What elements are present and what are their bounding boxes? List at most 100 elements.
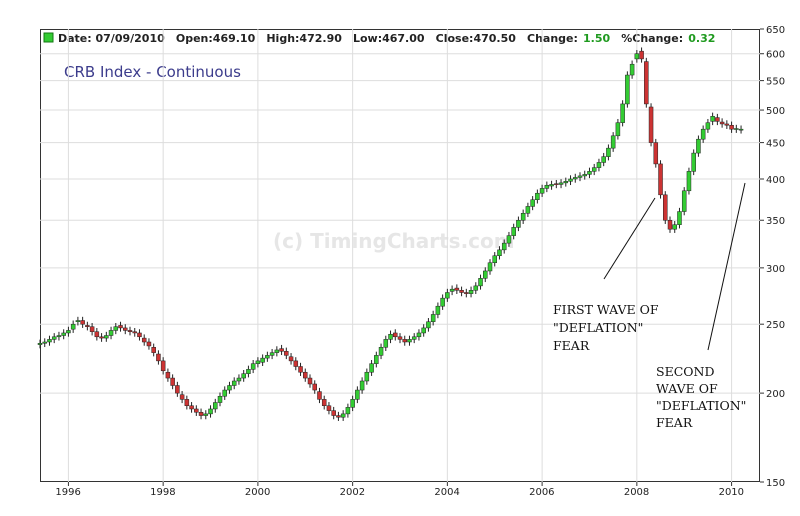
candle-body xyxy=(440,297,445,307)
candle-body xyxy=(284,351,289,356)
candle-body xyxy=(94,331,100,338)
candle-body xyxy=(596,162,602,168)
candle-body xyxy=(677,211,682,225)
candle-body xyxy=(132,331,137,334)
candle-body xyxy=(66,330,71,334)
candle-body xyxy=(639,50,644,60)
candle-body xyxy=(80,320,85,325)
candle-body xyxy=(350,399,355,408)
y-tick-label: 650 xyxy=(766,25,785,36)
header-legend-swatch xyxy=(43,32,54,43)
candle-body xyxy=(208,408,213,415)
candle-body xyxy=(61,332,66,336)
candle-body xyxy=(113,326,119,331)
candle-body xyxy=(108,330,114,336)
candle-body xyxy=(75,320,81,322)
candle-body xyxy=(558,182,564,185)
header-high: High:472.90 xyxy=(266,32,342,45)
candle-body xyxy=(47,339,52,343)
header-close: Close:470.50 xyxy=(436,32,517,45)
y-tick-label: 550 xyxy=(766,77,785,88)
candle-body xyxy=(269,352,275,356)
y-tick-label: 600 xyxy=(766,50,785,61)
candle-body xyxy=(160,360,166,372)
candle-body xyxy=(629,63,635,76)
candle-body xyxy=(610,135,616,149)
x-tick-label: 2006 xyxy=(529,487,554,498)
candle-body xyxy=(288,356,294,362)
candle-body xyxy=(625,74,630,105)
candle-body xyxy=(520,213,526,221)
candle-body xyxy=(265,355,270,359)
candle-body xyxy=(497,249,502,256)
y-tick-label: 200 xyxy=(766,389,785,400)
candle-body xyxy=(364,371,370,382)
candle-body xyxy=(653,142,659,165)
candle-body xyxy=(445,292,450,299)
candle-body xyxy=(620,103,625,123)
candle-body xyxy=(483,270,488,279)
candle-body xyxy=(667,219,673,230)
x-tick-label: 2002 xyxy=(340,487,365,498)
candle-body xyxy=(118,325,123,329)
x-tick-label: 1996 xyxy=(55,487,80,498)
candle-body xyxy=(435,305,441,315)
candle-body xyxy=(326,405,332,411)
annotation-arrow-second xyxy=(707,182,746,351)
candle-body xyxy=(274,349,280,353)
candle-body xyxy=(644,61,649,105)
candle-body xyxy=(715,117,720,122)
candle-body xyxy=(601,156,606,163)
candle-body xyxy=(615,122,621,137)
candle-body xyxy=(141,337,147,343)
candle-body xyxy=(487,262,493,272)
y-tick-label: 400 xyxy=(766,175,785,186)
candle-body xyxy=(393,332,398,338)
candle-body xyxy=(506,235,512,244)
watermark: (c) TimingCharts.com xyxy=(273,229,515,253)
candle-body xyxy=(246,369,251,374)
x-tick-label: 2010 xyxy=(719,487,744,498)
candle-body xyxy=(473,285,479,291)
candle-body xyxy=(554,183,559,185)
annotation-second-wave: SECOND WAVE OF "DEFLATION" FEAR xyxy=(656,364,750,430)
candle-body xyxy=(99,336,104,339)
candle-body xyxy=(165,371,171,379)
candle-body xyxy=(42,341,47,344)
candle-body xyxy=(464,292,469,294)
candle-body xyxy=(724,123,730,126)
annotation-first-wave: FIRST WAVE OF "DEFLATION" FEAR xyxy=(553,302,663,353)
x-tick-label: 2008 xyxy=(624,487,649,498)
candle-body xyxy=(236,377,242,382)
candle-body xyxy=(734,128,739,130)
candle-body xyxy=(56,335,62,338)
candle-body xyxy=(383,339,389,348)
header-low: Low:467.00 xyxy=(353,32,425,45)
candle-layer xyxy=(37,47,744,421)
candle-body xyxy=(312,383,317,391)
candle-body xyxy=(307,377,313,385)
candle-body xyxy=(582,174,587,177)
candle-body xyxy=(279,348,284,352)
candle-body xyxy=(501,242,507,251)
candle-body xyxy=(298,366,303,373)
candle-body xyxy=(454,287,460,291)
x-axis: 1996 1998 2000 2002 2004 2006 2008 2010 xyxy=(55,482,744,498)
candle-body xyxy=(336,415,341,418)
candle-body xyxy=(198,411,204,416)
x-tick-label: 2000 xyxy=(245,487,270,498)
candle-body xyxy=(241,373,246,379)
candle-body xyxy=(648,106,654,143)
candle-body xyxy=(606,147,611,157)
candle-body xyxy=(634,53,640,60)
candle-body xyxy=(104,335,109,339)
candle-body xyxy=(421,327,426,334)
x-tick-label: 2004 xyxy=(434,487,459,498)
candle-body xyxy=(568,178,573,182)
grid-layer xyxy=(40,29,760,482)
candle-body xyxy=(345,407,351,415)
candle-body xyxy=(696,138,701,154)
candle-body xyxy=(573,177,578,180)
candle-body xyxy=(227,385,232,391)
